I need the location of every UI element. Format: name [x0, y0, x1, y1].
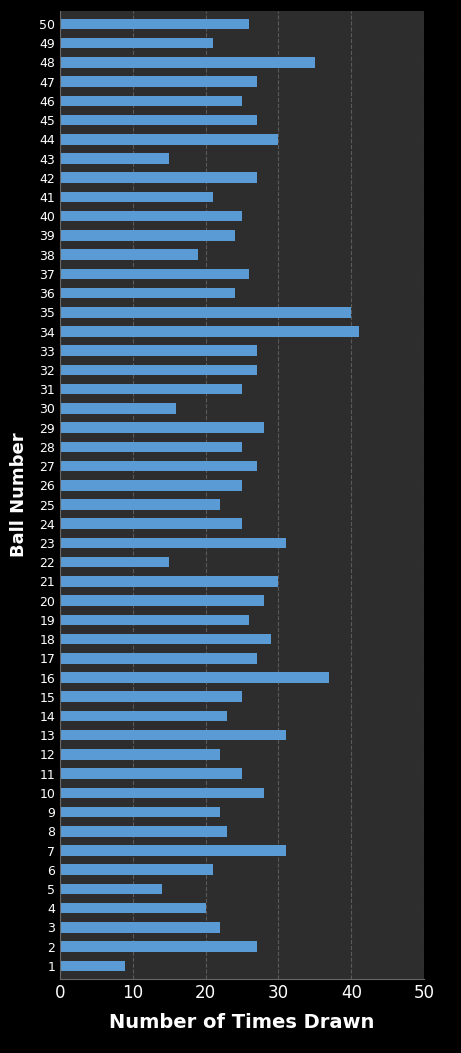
Bar [60, 788, 264, 798]
Bar [60, 615, 249, 625]
Bar [60, 345, 257, 356]
Bar [60, 538, 286, 549]
Bar [60, 480, 242, 491]
Bar [60, 441, 242, 452]
Bar [60, 326, 359, 337]
Bar [60, 595, 264, 605]
Bar [60, 461, 257, 472]
Bar [60, 57, 315, 67]
Bar [60, 883, 162, 894]
Bar [60, 902, 206, 913]
X-axis label: Number of Times Drawn: Number of Times Drawn [109, 1013, 375, 1032]
Bar [60, 826, 227, 836]
Bar [60, 422, 264, 433]
Bar [60, 576, 278, 587]
Bar [60, 672, 330, 682]
Bar [60, 96, 242, 106]
Bar [60, 115, 257, 125]
Bar [60, 250, 198, 260]
Bar [60, 557, 169, 568]
Bar [60, 192, 213, 202]
Bar [60, 749, 220, 759]
Bar [60, 211, 242, 221]
Bar [60, 692, 242, 702]
Bar [60, 730, 286, 740]
Bar [60, 173, 257, 183]
Y-axis label: Ball Number: Ball Number [10, 433, 28, 557]
Bar [60, 77, 257, 87]
Bar [60, 269, 249, 279]
Bar [60, 865, 213, 875]
Bar [60, 941, 257, 952]
Bar [60, 307, 351, 318]
Bar [60, 807, 220, 817]
Bar [60, 38, 213, 48]
Bar [60, 403, 177, 414]
Bar [60, 499, 220, 510]
Bar [60, 846, 286, 856]
Bar [60, 231, 235, 241]
Bar [60, 384, 242, 395]
Bar [60, 134, 278, 144]
Bar [60, 154, 169, 164]
Bar [60, 19, 249, 29]
Bar [60, 711, 227, 721]
Bar [60, 518, 242, 529]
Bar [60, 922, 220, 933]
Bar [60, 653, 257, 663]
Bar [60, 287, 235, 298]
Bar [60, 769, 242, 779]
Bar [60, 634, 271, 644]
Bar [60, 364, 257, 375]
Bar [60, 960, 125, 971]
